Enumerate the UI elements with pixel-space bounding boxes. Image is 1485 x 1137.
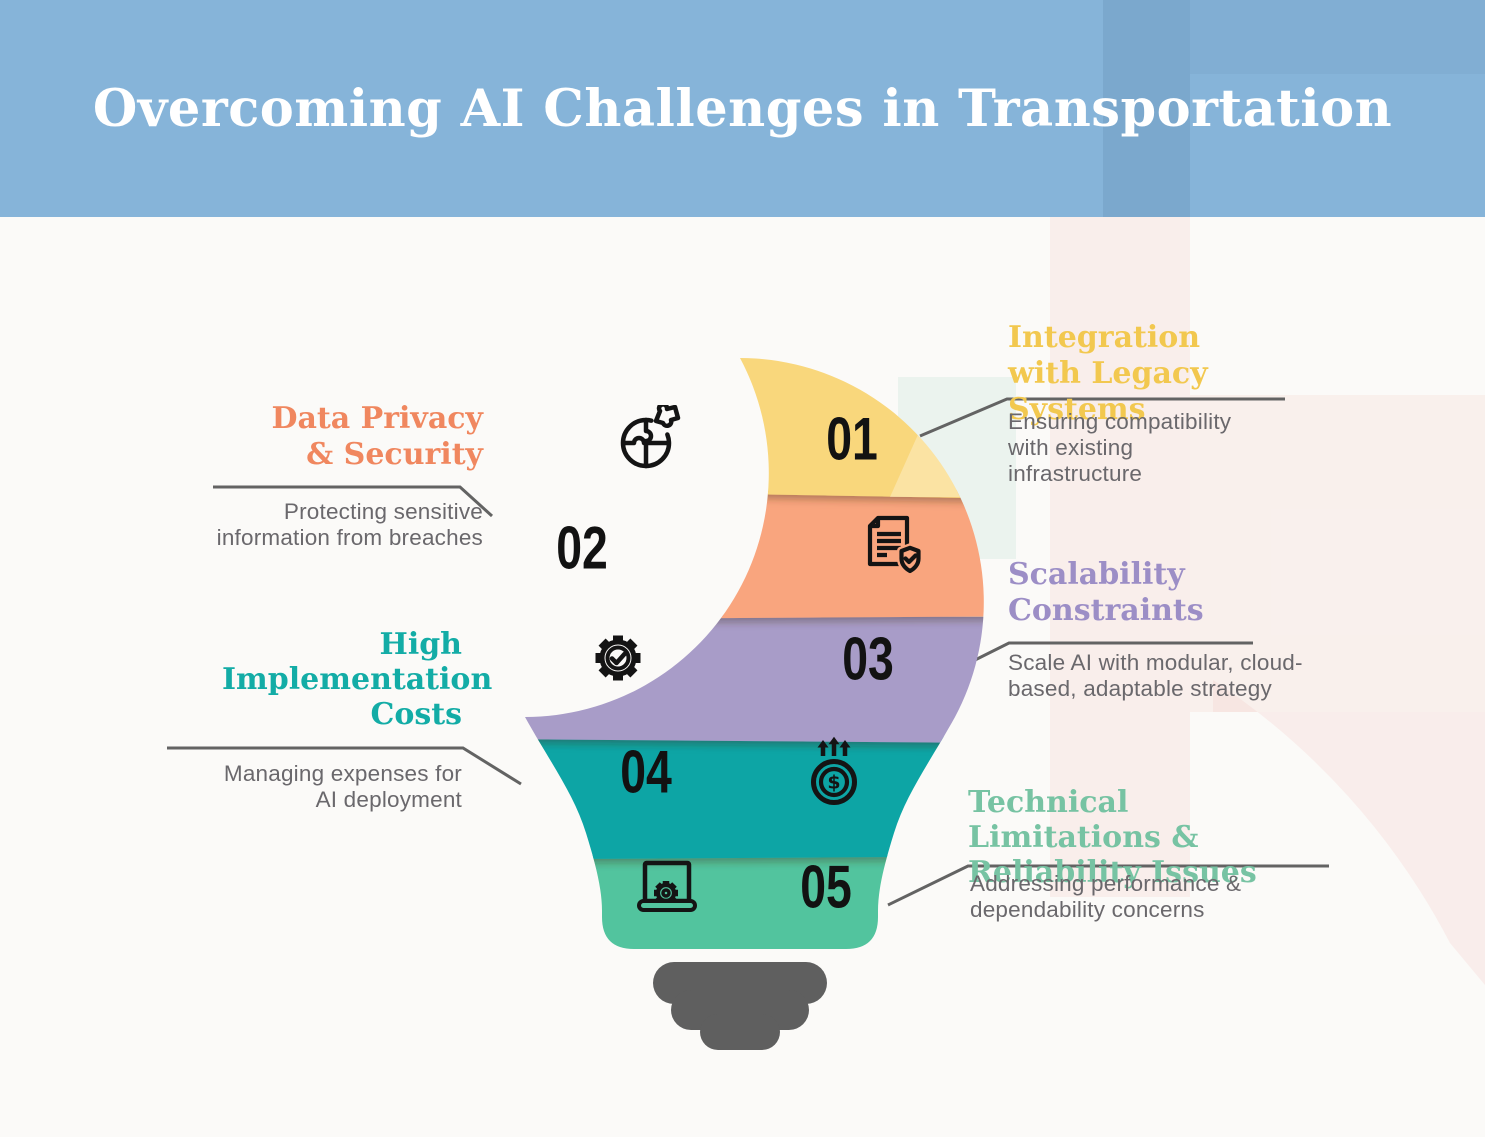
step-number-04: 04: [620, 738, 672, 806]
item-description-integration: Ensuring compatibility with existing inf…: [1008, 409, 1232, 486]
leader-lines: [167, 397, 1329, 907]
item-description-privacy: Protecting sensitive information from br…: [216, 499, 483, 550]
step-number-02: 02: [556, 514, 608, 582]
step-number-05: 05: [800, 853, 852, 921]
leader-line-04: [167, 746, 522, 786]
bg-pink-right-block: [1190, 395, 1485, 712]
step-number-03: 03: [842, 625, 894, 693]
item-title-integration: Integration with Legacy Systems: [1008, 320, 1208, 427]
header-shade-block-2: [1190, 0, 1485, 74]
bg-pink-arc: [1213, 680, 1485, 985]
item-title-scalability: Scalability Constraints: [1008, 557, 1204, 628]
leader-line-01: [919, 397, 1285, 438]
gear-check-icon: [595, 635, 641, 681]
bg-pink-column: [1050, 217, 1190, 897]
bulb-base: [653, 962, 827, 1050]
item-description-scalability: Scale AI with modular, cloud-based, adap…: [1008, 650, 1303, 701]
item-description-technical: Addressing performance & dependability c…: [970, 871, 1242, 922]
header-shade-block: [1103, 0, 1190, 217]
puzzle-globe-icon: [620, 405, 681, 469]
item-description-costs: Managing expenses for AI deployment: [223, 761, 462, 812]
header-band: Overcoming AI Challenges in Transportati…: [0, 0, 1485, 217]
leader-line-05: [887, 864, 1329, 907]
item-title-costs: High Implementation Costs: [222, 627, 493, 732]
bulb-band-3: [525, 612, 984, 744]
item-title-technical: Technical Limitations & Reliability Issu…: [968, 785, 1257, 890]
bulb-band-4: [525, 736, 984, 860]
bulb-band-5: [525, 855, 984, 949]
item-title-privacy: Data Privacy & Security: [271, 401, 483, 472]
laptop-gear-icon: [637, 860, 697, 912]
svg-text:$: $: [827, 772, 840, 794]
step-number-01: 01: [826, 405, 878, 473]
page-title: Overcoming AI Challenges in Transportati…: [92, 78, 1393, 139]
bulb-band-2: [525, 489, 984, 620]
leader-line-02: [213, 485, 494, 518]
secure-document-icon: [867, 515, 922, 576]
money-growth-icon: $: [811, 736, 857, 805]
